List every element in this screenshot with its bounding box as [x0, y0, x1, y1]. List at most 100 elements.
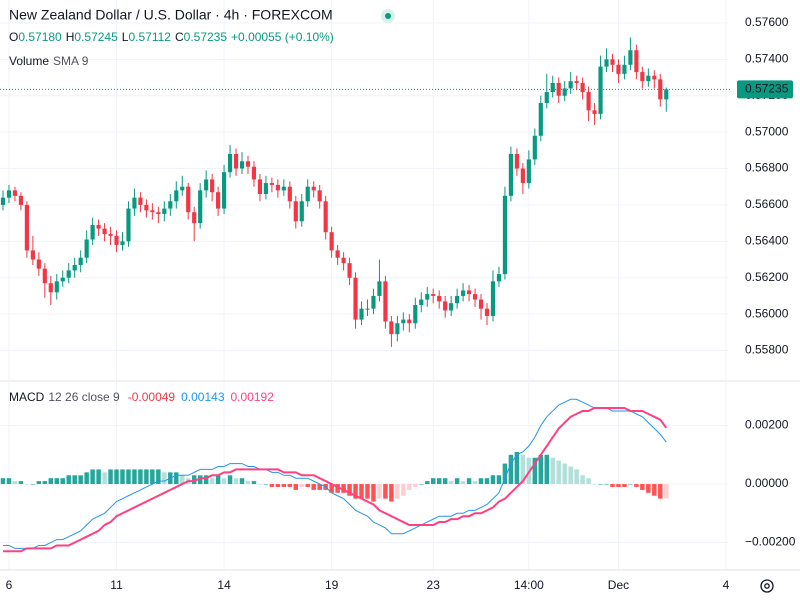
candle-body	[150, 210, 155, 213]
candle-body	[437, 295, 442, 302]
volume-legend: Volume SMA 9	[9, 54, 89, 68]
candle-body	[431, 294, 436, 296]
candle-body	[622, 64, 627, 74]
histogram-bar	[550, 457, 555, 485]
chart-title: New Zealand Dollar / U.S. Dollar · 4h · …	[9, 7, 333, 23]
candle-body	[496, 274, 502, 282]
candle-body	[508, 153, 513, 196]
histogram-bar	[448, 481, 454, 485]
histogram-bar	[96, 469, 101, 485]
histogram-bar	[191, 475, 197, 485]
histogram-bar	[281, 484, 287, 487]
histogram-bar	[460, 481, 466, 485]
histogram-bar	[287, 484, 293, 487]
candle-body	[317, 190, 322, 202]
ohlc-legend: O0.57180 H0.57245 L0.57112 C0.57235 +0.00055…	[9, 30, 334, 44]
candle-body	[425, 294, 430, 300]
candle-body	[174, 190, 179, 202]
candle-body	[114, 235, 119, 245]
candle-body	[227, 153, 233, 173]
macd-params: 12 26 close 9	[48, 390, 120, 404]
candle-body	[586, 92, 591, 111]
ohlc-key: H	[66, 30, 75, 44]
last-price-box	[737, 80, 793, 99]
candle-body	[305, 186, 310, 202]
histogram-bar	[490, 475, 496, 485]
candle-body	[132, 197, 137, 209]
candle-body	[144, 204, 149, 211]
candle-body	[126, 208, 131, 242]
candle-body	[263, 183, 269, 195]
candle-body	[329, 232, 334, 251]
histogram-bar	[78, 475, 83, 485]
histogram-bar	[371, 484, 376, 502]
candle-body	[120, 241, 125, 245]
candle-body	[335, 250, 340, 258]
histogram-bar	[389, 484, 394, 502]
candle-body	[90, 224, 95, 240]
histogram-bar	[108, 469, 113, 485]
candle-body	[526, 159, 531, 184]
candle-body	[30, 250, 35, 260]
candle-body	[646, 75, 651, 82]
candle-body	[54, 281, 59, 293]
candle-body	[550, 82, 555, 93]
candle-body	[514, 153, 519, 169]
candle-body	[323, 201, 328, 233]
histogram-bar	[305, 484, 310, 487]
candle-body	[204, 179, 209, 191]
histogram-bar	[239, 478, 245, 485]
candle-body	[257, 179, 263, 195]
volume-params: SMA 9	[53, 54, 89, 68]
candle-body	[401, 319, 406, 324]
histogram-bar	[6, 478, 12, 485]
candle-body	[365, 308, 370, 310]
histogram-bar	[556, 460, 561, 485]
histogram-bar	[520, 454, 526, 485]
candle-body	[18, 195, 24, 205]
x-tick-label: Dec	[608, 578, 629, 592]
candle-body	[36, 259, 41, 269]
histogram-bar	[18, 481, 24, 485]
candle-body	[419, 299, 424, 306]
histogram-bar	[72, 475, 77, 485]
candle-body	[24, 204, 29, 251]
candle-body	[347, 263, 352, 278]
x-tick-label: 14	[217, 578, 231, 592]
candle-body	[78, 257, 83, 265]
y-tick-label: 0.57600	[745, 15, 789, 29]
settings-icon[interactable]	[760, 579, 774, 593]
histogram-bar	[138, 469, 143, 485]
histogram-bar	[664, 484, 669, 499]
histogram-bar	[60, 478, 65, 485]
histogram-bar	[604, 484, 609, 485]
candle-body	[532, 135, 537, 160]
candle-body	[664, 89, 669, 100]
candle-body	[628, 50, 633, 65]
candle-body	[311, 186, 316, 191]
candle-body	[610, 59, 615, 65]
candle-body	[156, 212, 161, 215]
histogram-bar	[640, 484, 645, 490]
y-tick-label: 0.56600	[745, 197, 789, 211]
histogram-bar	[419, 484, 424, 485]
y-tick-label: 0.56400	[745, 233, 789, 247]
histogram-bar	[484, 478, 490, 485]
histogram-bar	[203, 475, 209, 485]
macd-title: MACD	[9, 390, 45, 404]
candle-body	[502, 195, 508, 275]
candle-body	[180, 186, 185, 191]
candle-body	[562, 88, 567, 96]
marks	[0, 37, 732, 553]
candle-body	[12, 190, 18, 196]
candle-body	[287, 186, 292, 202]
histogram-bar	[365, 484, 370, 499]
candle-body	[192, 212, 197, 224]
histogram-bar	[293, 484, 299, 490]
candle-body	[461, 290, 466, 296]
histogram-bar	[197, 475, 203, 485]
x-tick-label: 19	[325, 578, 339, 592]
candle-body	[472, 294, 478, 300]
candle-body	[60, 277, 65, 282]
